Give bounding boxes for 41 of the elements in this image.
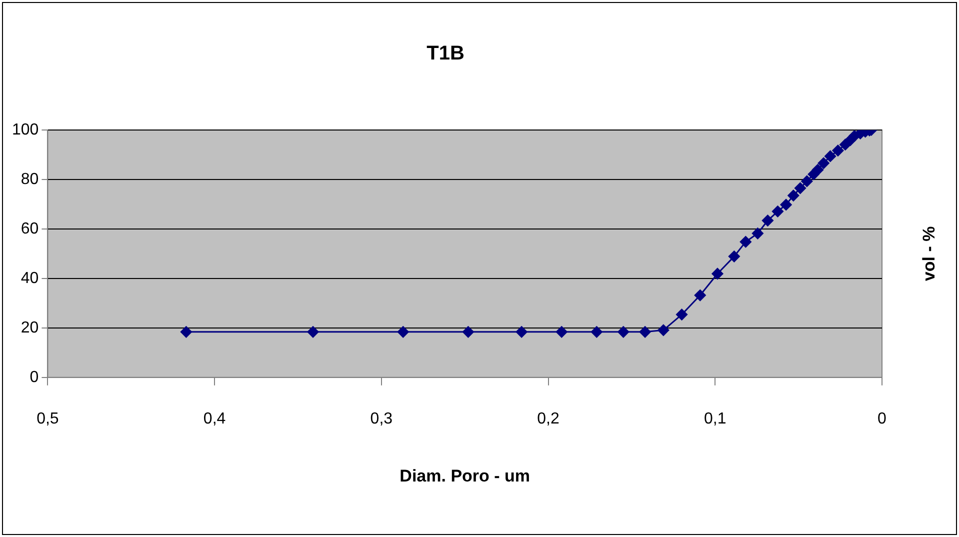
point — [832, 144, 844, 156]
point — [728, 250, 740, 262]
point — [694, 290, 706, 302]
chart-title: T1B — [426, 42, 464, 65]
point — [818, 157, 830, 169]
point — [658, 324, 670, 336]
point — [676, 308, 688, 320]
y-tick-label: 80 — [20, 170, 39, 188]
x-tick-label: 0,1 — [704, 410, 726, 428]
point — [712, 268, 724, 280]
point — [556, 326, 568, 338]
point — [639, 326, 651, 338]
point — [780, 198, 792, 210]
y-tick-label: 20 — [20, 319, 39, 336]
y-tick-label: 100 — [12, 121, 39, 138]
point — [590, 326, 602, 338]
point — [180, 326, 192, 338]
point — [618, 326, 630, 338]
point — [794, 182, 806, 194]
x-tick-label: 0,3 — [370, 410, 393, 428]
x-tick-label: 0,4 — [203, 410, 226, 428]
point — [812, 164, 824, 176]
point — [752, 228, 764, 240]
x-tick-label: 0,2 — [537, 410, 560, 428]
point — [397, 326, 409, 338]
point — [307, 326, 319, 338]
point — [824, 150, 836, 162]
point — [772, 206, 784, 218]
point — [462, 326, 474, 338]
x-tick-label: 0,5 — [36, 410, 59, 428]
point — [740, 236, 752, 248]
point — [762, 214, 774, 226]
point — [516, 326, 528, 338]
y-tick-label: 40 — [20, 270, 39, 287]
x-axis-title: Diam. Poro - um — [400, 466, 530, 486]
point — [788, 190, 800, 202]
point — [801, 175, 813, 187]
y-tick-label: 60 — [20, 220, 39, 238]
y-axis-title: vol - % — [920, 226, 939, 282]
y-tick-label: 0 — [30, 368, 39, 386]
x-tick-label: 0 — [878, 410, 887, 428]
